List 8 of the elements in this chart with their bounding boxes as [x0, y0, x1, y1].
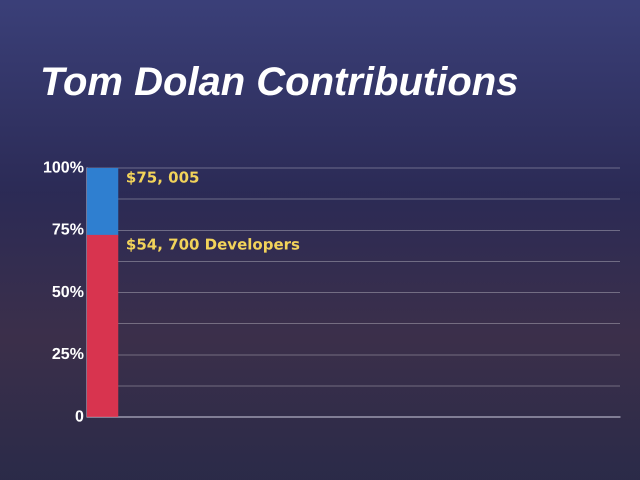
- annotation: $75, 005: [126, 168, 200, 186]
- annotation: $54, 700 Developers: [126, 236, 300, 254]
- y-tick-label: 100%: [43, 159, 84, 176]
- y-tick-label: 25%: [52, 346, 84, 364]
- y-tick-label: 75%: [52, 222, 84, 239]
- y-tick-label: 50%: [52, 284, 84, 301]
- chart-title: Tom Dolan Contributions: [40, 60, 518, 104]
- y-tick-label: 0: [75, 408, 84, 426]
